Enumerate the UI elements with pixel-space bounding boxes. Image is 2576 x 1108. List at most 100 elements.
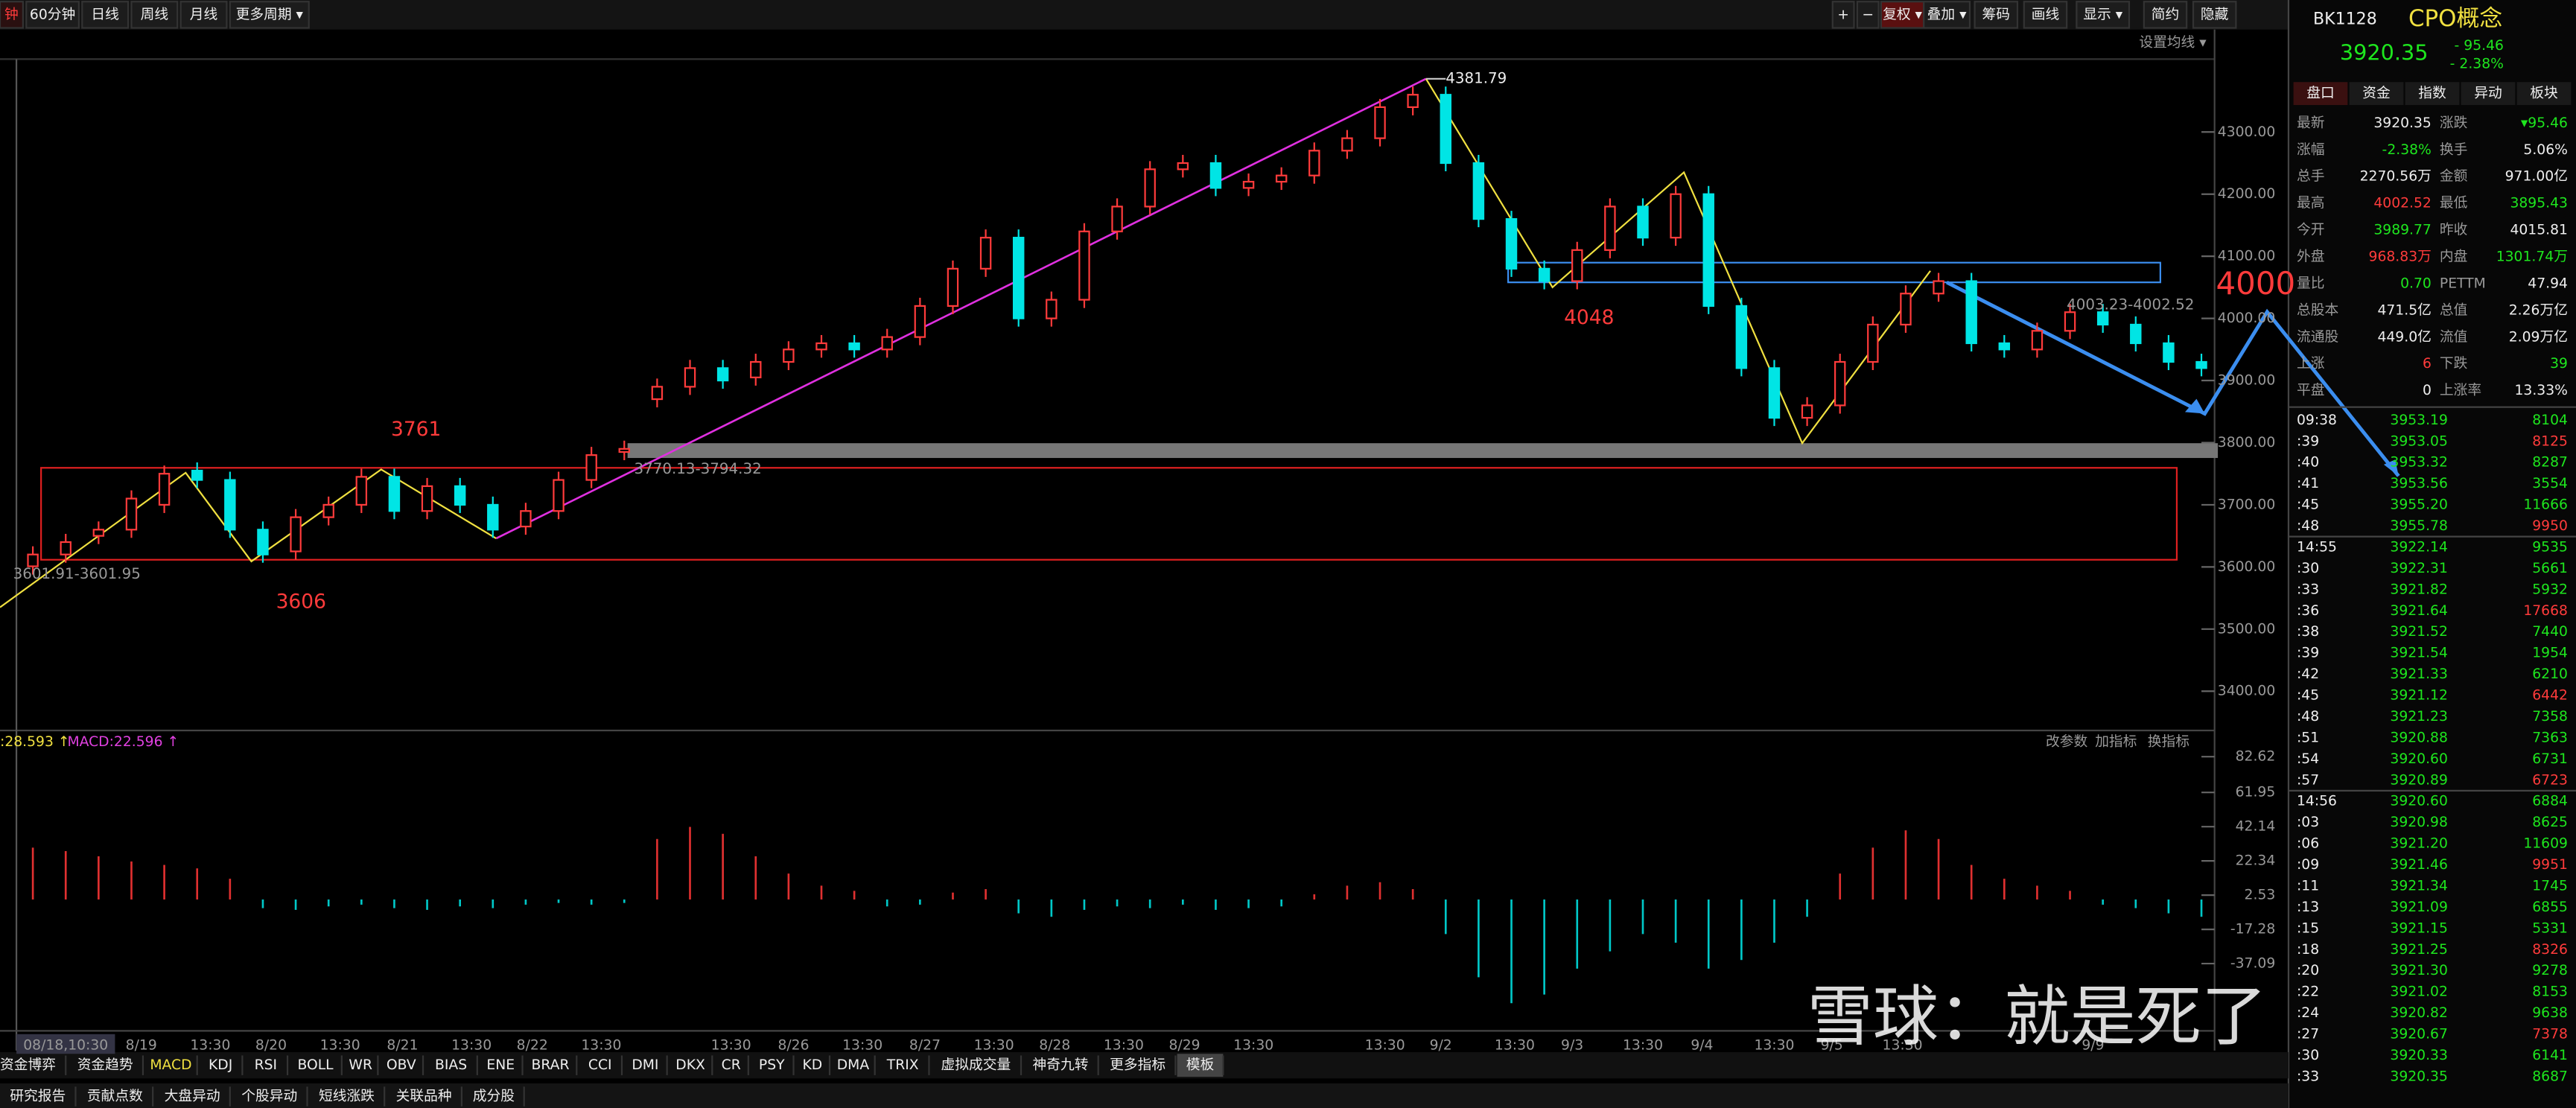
tick-volume: 11609: [2523, 836, 2568, 852]
tick-volume: 6210: [2532, 666, 2568, 682]
ma-setting[interactable]: 设置均线 ▾: [2139, 35, 2207, 51]
tick-time: :36: [2297, 603, 2319, 619]
tool-label[interactable]: 筹码: [1982, 7, 2010, 22]
quote-tab-label[interactable]: 板块: [2530, 86, 2558, 101]
tool-button[interactable]: [2023, 1, 2068, 29]
tool-label[interactable]: 显示 ▾: [2083, 7, 2122, 22]
macd-bar: [1543, 899, 1545, 995]
tool-label[interactable]: 简约: [2152, 7, 2179, 22]
tab[interactable]: BRAR: [532, 1057, 570, 1073]
period-button[interactable]: [25, 1, 80, 29]
tool-button[interactable]: [1974, 1, 2019, 29]
tab[interactable]: TRIX: [886, 1057, 919, 1073]
candle-body: [158, 473, 171, 506]
y-tick-label: 42.14: [2236, 819, 2276, 835]
tick-volume: 6855: [2532, 900, 2568, 915]
period-button[interactable]: [130, 1, 179, 29]
tab[interactable]: PSY: [759, 1057, 785, 1073]
period-label[interactable]: 钟: [4, 7, 19, 22]
tab[interactable]: 神奇九转: [1032, 1057, 1088, 1073]
tab[interactable]: KD: [803, 1057, 823, 1073]
tick-volume: 8125: [2532, 433, 2568, 449]
period-button[interactable]: [81, 1, 130, 29]
tab[interactable]: 关联品种: [396, 1089, 452, 1104]
macd-bar: [1478, 899, 1480, 978]
tab[interactable]: DKX: [675, 1057, 705, 1073]
tab[interactable]: DMA: [837, 1057, 870, 1073]
tick-time: :41: [2297, 476, 2319, 491]
period-label[interactable]: 周线: [141, 7, 169, 22]
macd-bar: [787, 873, 790, 900]
quote-tab[interactable]: [2293, 82, 2348, 106]
tab[interactable]: BOLL: [297, 1057, 334, 1073]
quote-tab-label[interactable]: 盘口: [2306, 86, 2334, 101]
stat-value: 6: [2423, 356, 2432, 372]
tab[interactable]: CCI: [588, 1057, 612, 1073]
tab[interactable]: CR: [722, 1057, 741, 1073]
tool-button[interactable]: [2192, 1, 2237, 29]
y-tick-label: 4000.00: [2218, 311, 2276, 326]
tab[interactable]: RSI: [255, 1057, 277, 1073]
quote-tab[interactable]: [2461, 82, 2516, 106]
tab[interactable]: 模板: [1186, 1057, 1215, 1073]
tool-label[interactable]: 隐藏: [2201, 7, 2229, 22]
tool-button[interactable]: [1880, 1, 1925, 29]
tab[interactable]: 个股异动: [241, 1089, 297, 1104]
period-label[interactable]: 日线: [91, 7, 119, 22]
tab[interactable]: 资金趋势: [77, 1057, 133, 1073]
period-label[interactable]: 60分钟: [30, 7, 75, 22]
tool-label[interactable]: +: [1837, 7, 1849, 22]
tab-active[interactable]: [144, 1054, 197, 1077]
tab[interactable]: DMI: [632, 1057, 658, 1073]
tab[interactable]: 短线涨跌: [319, 1089, 375, 1104]
tool-button[interactable]: [2076, 1, 2131, 29]
tab[interactable]: OBV: [387, 1057, 416, 1073]
indicator-button[interactable]: 改参数: [2046, 734, 2087, 750]
tool-button[interactable]: [1831, 1, 1855, 29]
period-label[interactable]: 更多周期 ▾: [236, 7, 304, 22]
tab[interactable]: WR: [349, 1057, 372, 1073]
tool-button[interactable]: [1856, 1, 1880, 29]
tab[interactable]: MACD: [150, 1057, 191, 1073]
tab[interactable]: 大盘异动: [165, 1089, 220, 1104]
tool-button[interactable]: [2143, 1, 2188, 29]
indicator-button[interactable]: 加指标: [2095, 734, 2137, 750]
tab[interactable]: 研究报告: [10, 1089, 66, 1104]
candle-body: [1505, 217, 1518, 270]
tab[interactable]: KDJ: [209, 1057, 232, 1073]
quote-tab-label[interactable]: 指数: [2418, 86, 2446, 101]
tick-time: :30: [2297, 561, 2319, 576]
y-tick-label: 3400.00: [2218, 684, 2276, 699]
tool-label[interactable]: −: [1862, 7, 1874, 22]
candle-body: [1933, 280, 1944, 295]
tool-label[interactable]: 画线: [2032, 7, 2060, 22]
tab[interactable]: 成分股: [473, 1089, 515, 1104]
tick-volume: 9638: [2532, 1005, 2568, 1021]
quote-tab[interactable]: [2349, 82, 2404, 106]
candle-body: [2096, 311, 2109, 326]
stat-value: 3989.77: [2373, 223, 2432, 238]
tick-volume: 6723: [2532, 772, 2568, 788]
tab[interactable]: 虚拟成交量: [941, 1057, 1011, 1073]
tool-label[interactable]: 复权 ▾: [1883, 7, 1922, 22]
tab[interactable]: BIAS: [435, 1057, 467, 1073]
period-label[interactable]: 月线: [190, 7, 218, 22]
quote-tab-label[interactable]: 资金: [2362, 86, 2391, 101]
tab[interactable]: ENE: [486, 1057, 515, 1073]
period-button[interactable]: [0, 1, 24, 29]
macd-bar: [492, 899, 494, 908]
quote-tab-label[interactable]: 异动: [2474, 86, 2502, 101]
tool-label[interactable]: 叠加 ▾: [1927, 7, 1967, 22]
tab[interactable]: 资金博弈: [0, 1057, 56, 1073]
quote-tab[interactable]: [2516, 82, 2572, 106]
tab[interactable]: 更多指标: [1110, 1057, 1165, 1073]
tool-button[interactable]: [1923, 1, 1971, 29]
tab[interactable]: 贡献点数: [87, 1089, 143, 1104]
period-button[interactable]: [179, 1, 228, 29]
annotation: 3770.13-3794.32: [635, 460, 762, 477]
indicator-button[interactable]: 换指标: [2148, 734, 2189, 750]
quote-tab[interactable]: [2405, 82, 2460, 106]
period-button[interactable]: [229, 1, 310, 29]
tab-active[interactable]: [1177, 1054, 1224, 1077]
